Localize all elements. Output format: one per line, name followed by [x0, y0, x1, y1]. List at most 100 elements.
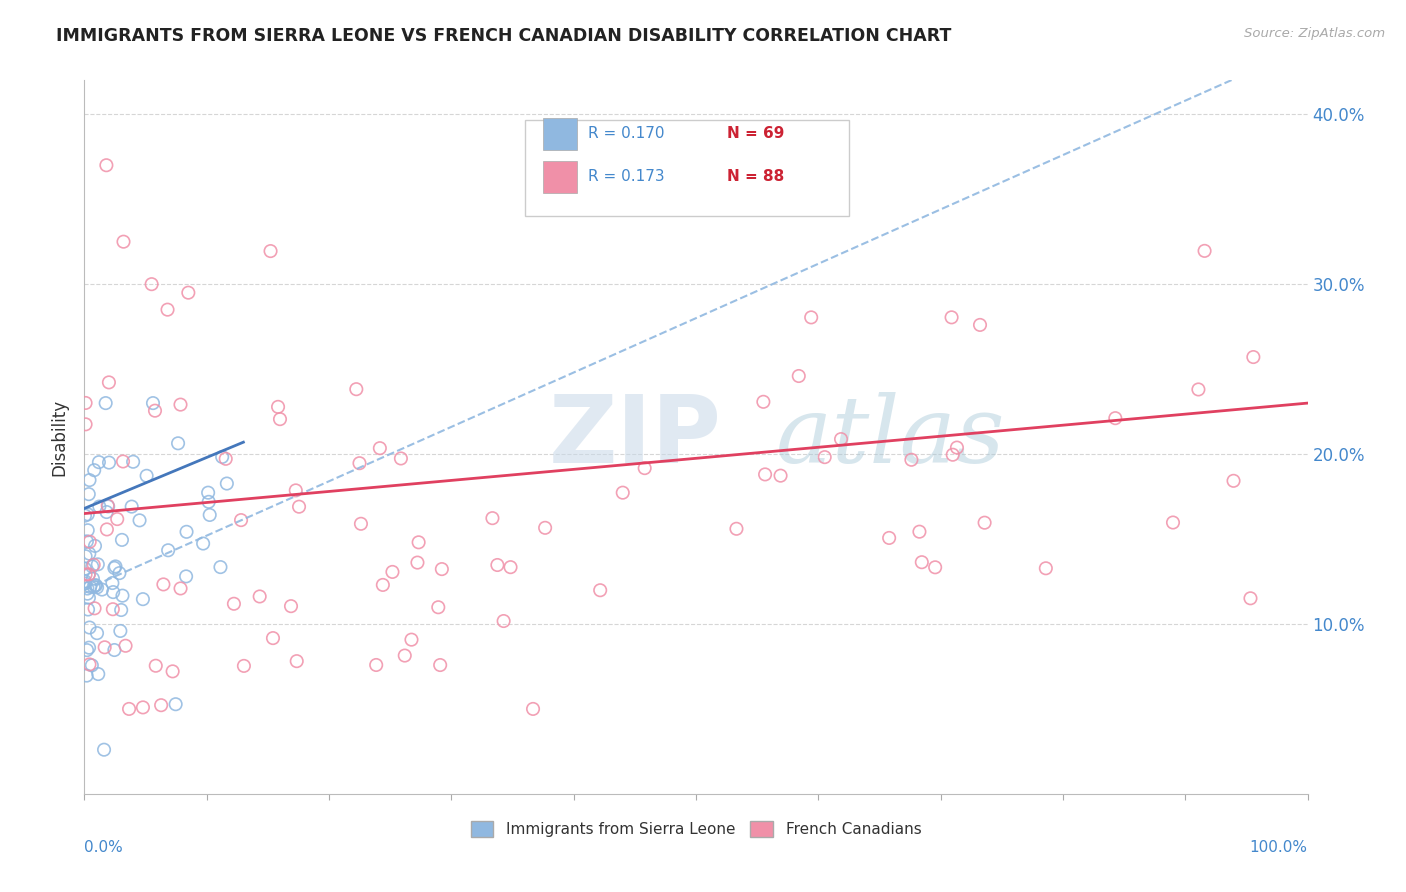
- Point: [401, 632, 423, 647]
- Text: ZIP: ZIP: [550, 391, 723, 483]
- Point: [427, 600, 450, 615]
- Point: [89, 500, 111, 514]
- Point: [75, 396, 97, 410]
- Legend: Immigrants from Sierra Leone, French Canadians: Immigrants from Sierra Leone, French Can…: [464, 815, 928, 843]
- Point: [197, 485, 219, 500]
- Point: [75, 549, 97, 564]
- Point: [79, 580, 101, 594]
- Point: [79, 534, 101, 549]
- Point: [135, 468, 157, 483]
- Point: [77, 487, 100, 501]
- Point: [112, 235, 135, 249]
- Point: [288, 500, 311, 514]
- Point: [877, 531, 900, 545]
- Text: atlas: atlas: [776, 392, 1005, 482]
- Point: [73, 562, 96, 576]
- Point: [198, 508, 221, 522]
- Point: [76, 587, 98, 601]
- Point: [110, 624, 132, 638]
- Point: [169, 398, 191, 412]
- Point: [969, 318, 991, 332]
- Point: [769, 468, 792, 483]
- Point: [96, 505, 118, 519]
- Point: [389, 451, 412, 466]
- Point: [259, 244, 281, 258]
- Point: [522, 702, 544, 716]
- Point: [589, 583, 612, 598]
- Point: [77, 640, 100, 655]
- Point: [77, 591, 100, 605]
- Point: [222, 597, 245, 611]
- Point: [165, 697, 187, 711]
- Point: [269, 412, 291, 426]
- Point: [177, 285, 200, 300]
- Point: [249, 590, 271, 604]
- Point: [941, 310, 963, 325]
- Point: [481, 511, 503, 525]
- Point: [787, 369, 810, 384]
- Point: [80, 658, 103, 673]
- Point: [76, 534, 98, 549]
- Point: [381, 565, 404, 579]
- Point: [75, 417, 97, 432]
- Point: [84, 539, 107, 553]
- Point: [156, 302, 179, 317]
- Point: [406, 556, 429, 570]
- Point: [1241, 350, 1264, 364]
- Point: [232, 659, 254, 673]
- Point: [122, 455, 145, 469]
- Point: [114, 639, 136, 653]
- Point: [152, 577, 174, 591]
- Point: [1239, 591, 1261, 606]
- Point: [209, 560, 232, 574]
- Point: [900, 452, 922, 467]
- Point: [368, 441, 391, 455]
- Point: [96, 158, 118, 172]
- Point: [492, 614, 515, 628]
- Point: [814, 450, 837, 464]
- Bar: [543, 161, 578, 193]
- Point: [101, 576, 124, 591]
- Point: [973, 516, 995, 530]
- Point: [87, 558, 110, 572]
- Point: [1104, 411, 1126, 425]
- Text: R = 0.173: R = 0.173: [588, 169, 665, 184]
- Point: [429, 658, 451, 673]
- Point: [97, 376, 120, 390]
- Point: [197, 495, 219, 509]
- Point: [87, 667, 110, 681]
- Point: [75, 567, 97, 582]
- Point: [191, 536, 214, 550]
- Point: [430, 562, 453, 576]
- Point: [215, 451, 238, 466]
- Point: [349, 456, 371, 470]
- Point: [612, 485, 634, 500]
- Point: [76, 582, 98, 596]
- Point: [111, 589, 134, 603]
- Point: [84, 578, 107, 592]
- Point: [1187, 383, 1209, 397]
- Point: [634, 461, 657, 475]
- FancyBboxPatch shape: [524, 120, 849, 216]
- Point: [911, 555, 934, 569]
- Point: [394, 648, 416, 663]
- Point: [96, 523, 118, 537]
- Point: [73, 576, 96, 591]
- Point: [132, 700, 155, 714]
- Point: [167, 436, 190, 450]
- Text: 100.0%: 100.0%: [1250, 840, 1308, 855]
- Point: [143, 403, 166, 417]
- Point: [754, 467, 776, 482]
- Point: [77, 567, 100, 582]
- Point: [77, 547, 100, 561]
- Point: [76, 668, 98, 682]
- Point: [486, 558, 509, 572]
- Point: [366, 657, 388, 672]
- Point: [104, 559, 127, 574]
- Point: [344, 382, 367, 396]
- Point: [1161, 516, 1184, 530]
- Point: [87, 455, 110, 469]
- Point: [73, 574, 96, 589]
- Point: [176, 524, 198, 539]
- Point: [350, 516, 373, 531]
